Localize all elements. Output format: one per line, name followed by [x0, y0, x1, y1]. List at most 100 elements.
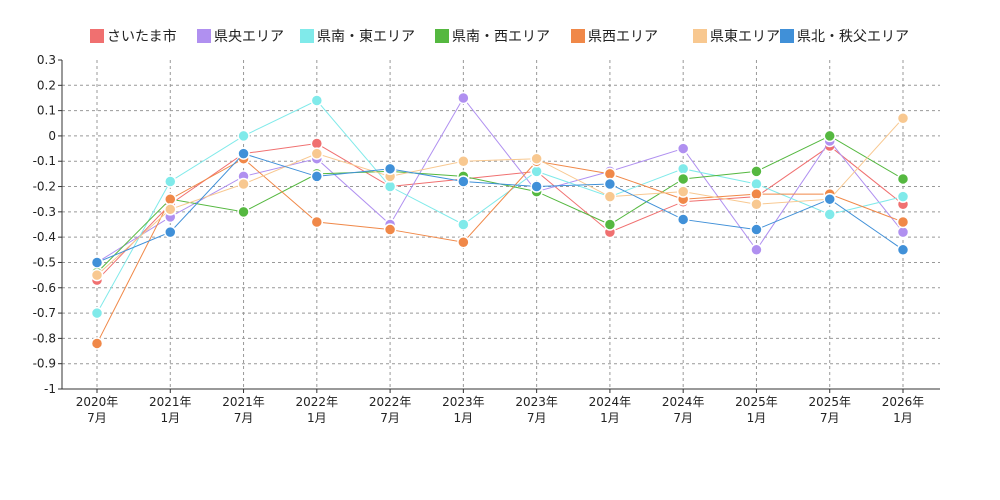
legend-label: さいたま市: [107, 28, 177, 45]
data-point: [530, 165, 543, 178]
data-point: [603, 190, 617, 203]
data-point: [530, 180, 543, 193]
data-point: [310, 215, 324, 229]
data-point: [164, 225, 177, 239]
x-tick-label-year: 2024年: [589, 395, 632, 409]
y-tick-label: -0.9: [33, 357, 56, 371]
data-point: [164, 175, 177, 188]
data-point: [237, 177, 250, 191]
series-line: [96, 97, 904, 263]
x-tick-label-month: 1月: [747, 411, 767, 425]
data-point: [530, 152, 543, 165]
data-point: [750, 177, 763, 191]
data-point: [750, 198, 763, 211]
axes: [61, 60, 940, 390]
y-tick-label: -0.2: [33, 180, 56, 194]
x-tick-label-year: 2021年: [149, 395, 192, 409]
series-line: [96, 158, 904, 344]
data-point: [676, 142, 690, 155]
data-point: [310, 137, 324, 150]
legend-swatch: [780, 29, 794, 43]
legend-label: 県央エリア: [214, 29, 284, 45]
data-point: [750, 165, 763, 178]
data-point: [457, 218, 470, 231]
x-tick-label-month: 1月: [893, 411, 913, 425]
legend-swatch: [693, 29, 707, 43]
data-point: [676, 185, 690, 198]
x-tick-label-month: 7月: [380, 411, 400, 425]
series-line: [96, 142, 904, 281]
data-point: [237, 205, 250, 219]
series-6: [90, 147, 910, 269]
series-line: [96, 135, 904, 273]
x-tick-label-year: 2023年: [515, 395, 558, 409]
data-point: [896, 111, 910, 125]
legend-item: さいたま市: [90, 28, 177, 45]
data-point: [823, 208, 836, 221]
data-point: [603, 177, 617, 191]
legend-label: 県北・秩父エリア: [797, 29, 909, 45]
data-point: [896, 225, 910, 239]
data-point: [90, 256, 104, 269]
y-tick-label: -0.5: [33, 255, 56, 269]
data-point: [896, 190, 910, 203]
data-point: [823, 129, 836, 143]
data-point: [457, 154, 470, 168]
x-tick-label-month: 7月: [87, 411, 107, 425]
data-point: [310, 147, 324, 160]
x-tick-label-month: 7月: [527, 411, 547, 425]
data-point: [676, 213, 690, 226]
data-point: [750, 223, 763, 236]
legend-item: 県西エリア: [571, 29, 658, 45]
data-point: [676, 162, 690, 176]
x-tick-label-year: 2022年: [296, 395, 339, 409]
data-point: [750, 187, 763, 201]
y-tick-label: 0.3: [37, 53, 56, 67]
legend-swatch: [300, 29, 314, 43]
data-point: [310, 170, 324, 183]
data-point: [90, 337, 104, 350]
x-tick-label-year: 2024年: [662, 395, 705, 409]
x-tick-label-year: 2025年: [735, 395, 778, 409]
data-point: [457, 235, 470, 249]
data-point: [457, 175, 470, 188]
data-point: [164, 192, 177, 206]
legend-swatch: [571, 29, 585, 43]
y-tick-label: -0.4: [33, 230, 56, 244]
data-point: [310, 94, 324, 107]
legend: さいたま市 県央エリア 県南・東エリア 県南・西エリア 県西エリア 県東エリア 県北・秩父エ…: [90, 28, 909, 45]
x-tick-label-month: 7月: [234, 411, 254, 425]
data-point: [383, 162, 397, 176]
x-tick-label-month: 1月: [307, 411, 327, 425]
legend-swatch: [197, 29, 211, 43]
data-point: [457, 91, 470, 105]
x-tick-label-year: 2026年: [882, 395, 925, 409]
x-tick-label-month: 1月: [160, 411, 180, 425]
y-tick-label: -1: [44, 382, 56, 396]
legend-label: 県南・西エリア: [452, 29, 550, 45]
data-point: [237, 147, 250, 160]
data-point: [164, 203, 177, 216]
y-tick-label: -0.8: [33, 331, 56, 345]
series-line: [96, 153, 904, 263]
data-point: [823, 192, 836, 206]
x-tick-label-month: 1月: [454, 411, 474, 425]
x-tick-label-month: 1月: [600, 411, 620, 425]
y-tick-label: 0.2: [37, 78, 56, 92]
x-tick-label-year: 2020年: [76, 395, 119, 409]
series-line: [96, 117, 904, 276]
data-point: [383, 223, 397, 236]
series-2: [90, 94, 910, 320]
legend-swatch: [90, 29, 104, 43]
legend-item: 県北・秩父エリア: [780, 29, 909, 45]
data-point: [750, 243, 763, 257]
legend-swatch: [435, 29, 449, 43]
y-tick-label: -0.7: [33, 306, 56, 320]
data-point: [896, 215, 910, 229]
x-tick-label-year: 2022年: [369, 395, 412, 409]
legend-item: 県南・東エリア: [300, 29, 415, 45]
legend-label: 県東エリア: [710, 29, 780, 45]
y-tick-label: 0.1: [37, 104, 56, 118]
data-point: [896, 172, 910, 186]
